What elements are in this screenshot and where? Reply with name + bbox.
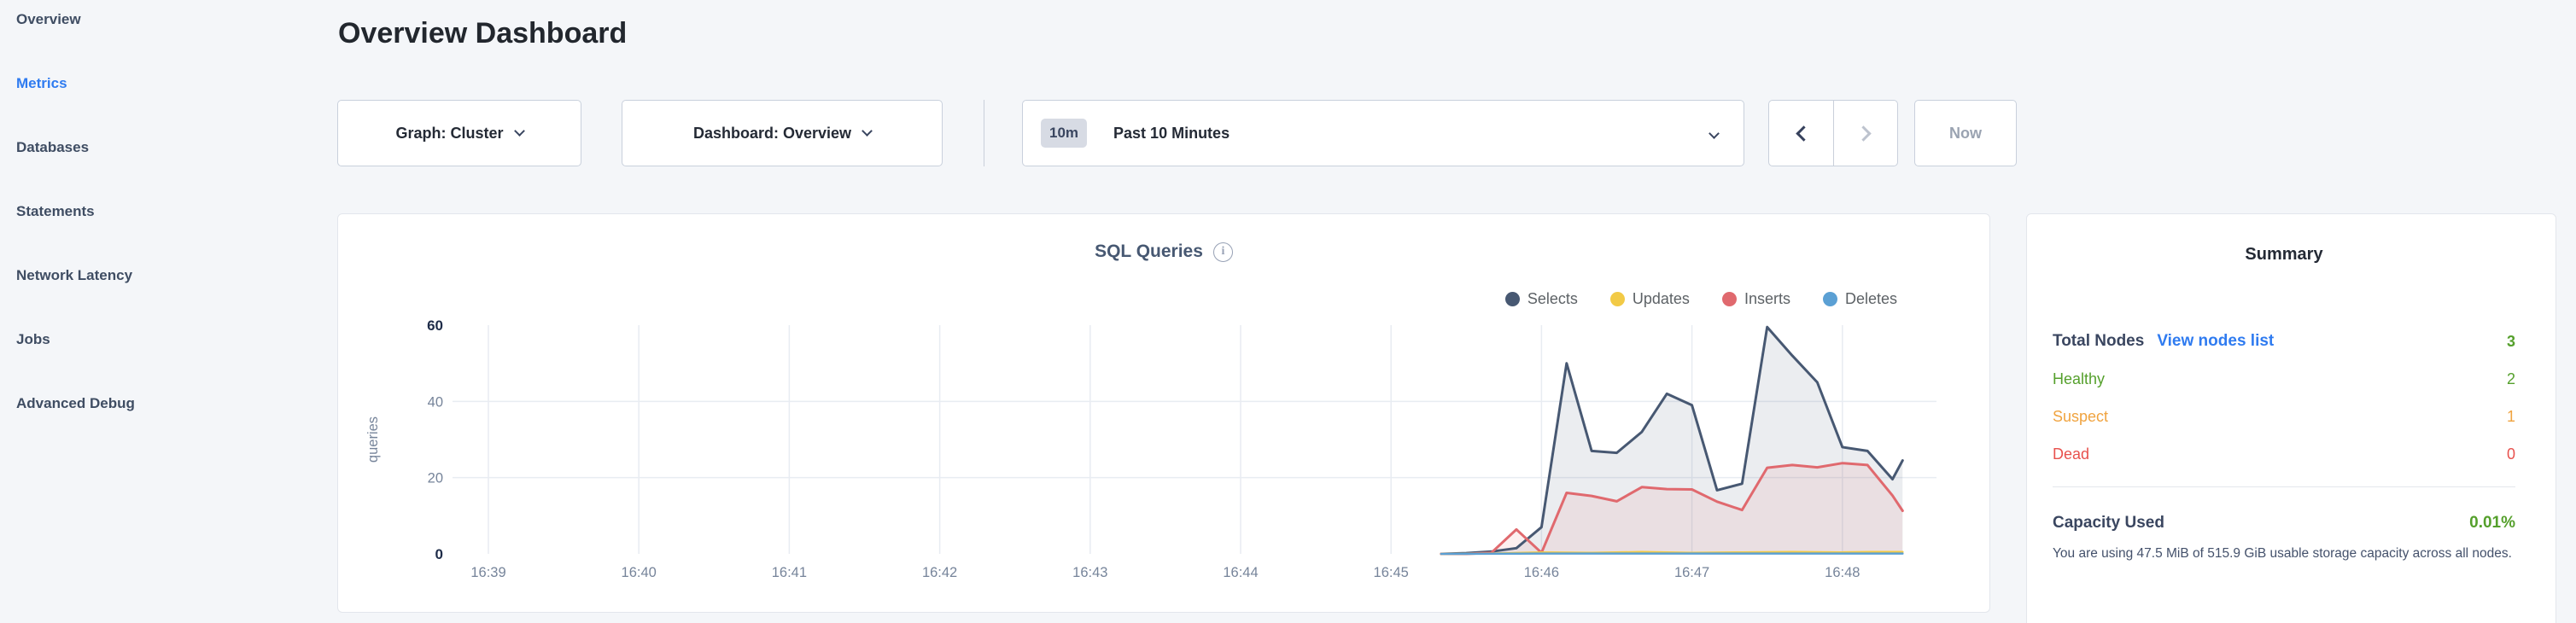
series-line-inserts: [1440, 462, 1904, 556]
capacity-description: You are using 47.5 MiB of 515.9 GiB usab…: [2053, 546, 2512, 561]
graph-dropdown[interactable]: Graph: Cluster: [337, 100, 581, 166]
info-icon[interactable]: i: [1212, 242, 1233, 262]
legend-label: Selects: [1527, 290, 1578, 307]
capacity-row: Capacity Used 0.01%: [2053, 510, 2515, 536]
x-axis-tick-label: 16:46: [1524, 565, 1559, 580]
sidebar-item-jobs[interactable]: Jobs: [16, 331, 50, 347]
legend-item-updates: Updates: [1609, 290, 1690, 308]
controls-row: Graph: Cluster Dashboard: Overview 10m P…: [0, 100, 2576, 166]
summary-rows: Total Nodes View nodes list 3 Healthy 2 Suspe…: [2053, 323, 2515, 473]
graph-dropdown-label: Graph: Cluster: [395, 124, 504, 142]
chevron-down-icon: [1709, 127, 1720, 139]
summary-row-value: 1: [2506, 407, 2515, 425]
time-range-value: Past 10 Minutes: [1113, 124, 1230, 142]
sidebar-item-network-latency[interactable]: Network Latency: [16, 267, 133, 283]
capacity-label: Capacity Used: [2053, 514, 2164, 532]
sidebar: Overview Metrics Databases Statements Networ…: [0, 0, 335, 623]
x-axis-tick-label: 16:41: [772, 565, 807, 580]
x-axis-tick-label: 16:40: [622, 565, 657, 580]
summary-row-suspect: Suspect 1: [2053, 398, 2515, 435]
time-range-badge: 10m: [1041, 119, 1088, 148]
summary-title: Summary: [2245, 245, 2323, 264]
legend-label: Updates: [1632, 290, 1690, 307]
x-axis-tick-label: 16:43: [1072, 565, 1107, 580]
chevron-right-icon: [1855, 125, 1872, 142]
legend-item-inserts: Inserts: [1721, 290, 1790, 308]
y-axis-tick-label: 0: [435, 546, 443, 562]
legend-label: Deletes: [1844, 290, 1897, 307]
summary-panel: Summary Total Nodes View nodes list 3 Healt…: [2026, 213, 2556, 623]
legend-label: Inserts: [1744, 290, 1790, 307]
sidebar-item-databases[interactable]: Databases: [16, 139, 90, 155]
dashboard-dropdown[interactable]: Dashboard: Overview: [622, 100, 943, 166]
summary-row-value: 2: [2506, 370, 2515, 387]
series-line-selects: [1440, 325, 1904, 556]
page-title: Overview Dashboard: [338, 17, 628, 49]
summary-divider: [2053, 486, 2515, 487]
sidebar-item-overview[interactable]: Overview: [16, 11, 81, 27]
sidebar-item-statements[interactable]: Statements: [16, 203, 95, 219]
time-step-group: [1768, 100, 1898, 166]
x-axis-tick-label: 16:39: [470, 565, 505, 580]
dashboard-dropdown-label: Dashboard: Overview: [692, 124, 852, 142]
legend-dot-icon: [1504, 292, 1520, 306]
y-axis-tick-label: 60: [427, 317, 443, 334]
view-nodes-list-link[interactable]: View nodes list: [2157, 332, 2275, 350]
sql-queries-chart-card: SQL Queries i Selects Updates Inserts Delet…: [337, 213, 1990, 613]
summary-row-healthy: Healthy 2: [2053, 360, 2515, 398]
x-axis-tick-label: 16:45: [1374, 565, 1409, 580]
sidebar-item-advanced-debug[interactable]: Advanced Debug: [16, 395, 135, 411]
time-step-back-button[interactable]: [1769, 101, 1833, 166]
summary-row-label: Total Nodes: [2053, 332, 2145, 350]
time-range-selector[interactable]: 10m Past 10 Minutes: [1022, 100, 1744, 166]
now-button[interactable]: Now: [1914, 100, 2017, 166]
y-axis-label: queries: [365, 416, 381, 463]
summary-row-total-nodes: Total Nodes View nodes list 3: [2053, 323, 2515, 360]
chevron-down-icon: [513, 125, 525, 137]
sql-queries-chart-plot[interactable]: 16:39 16:40 16:41 16:42 16:43 16:44 16:45 16:46…: [338, 214, 1989, 612]
legend-dot-icon: [1822, 292, 1837, 306]
time-step-forward-button[interactable]: [1833, 101, 1897, 166]
x-axis-tick-label: 16:42: [922, 565, 957, 580]
x-axis-tick-label: 16:47: [1674, 565, 1709, 580]
y-axis-tick-label: 20: [428, 471, 443, 486]
summary-row-label: Suspect: [2053, 407, 2109, 425]
chart-title-row: SQL Queries i: [338, 242, 1989, 262]
legend-dot-icon: [1721, 292, 1737, 306]
x-axis-tick-label: 16:48: [1825, 565, 1860, 580]
x-axis-tick-label: 16:44: [1223, 565, 1258, 580]
summary-row-value: 0: [2506, 445, 2515, 463]
chart-legend: Selects Updates Inserts Deletes: [1504, 290, 1897, 308]
y-axis-tick-label: 40: [428, 394, 443, 410]
legend-item-deletes: Deletes: [1822, 290, 1897, 308]
capacity-value: 0.01%: [2469, 514, 2515, 532]
legend-dot-icon: [1609, 292, 1625, 306]
chart-title: SQL Queries: [1095, 242, 1203, 261]
chevron-down-icon: [862, 125, 873, 137]
chevron-left-icon: [1795, 125, 1812, 142]
legend-item-selects: Selects: [1504, 290, 1578, 308]
summary-row-label: Healthy: [2053, 370, 2106, 387]
sidebar-item-metrics[interactable]: Metrics: [16, 75, 67, 91]
summary-row-dead: Dead 0: [2053, 435, 2515, 473]
summary-row-label: Dead: [2053, 445, 2090, 463]
summary-row-value: 3: [2506, 332, 2515, 350]
